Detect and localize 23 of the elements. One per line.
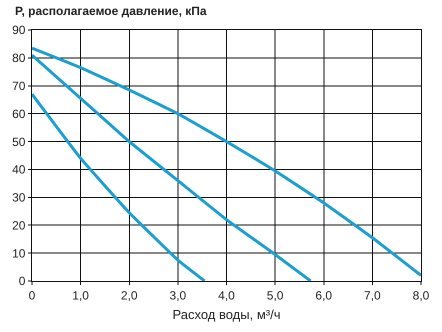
y-tick-label: 20	[12, 218, 26, 232]
y-tick-label: 40	[12, 162, 26, 177]
line-series	[32, 92, 206, 281]
x-tick-label: 3,0	[170, 288, 187, 303]
y-axis-title: P, располагаемое давление, кПа	[15, 4, 207, 18]
y-tick-label: 70	[12, 78, 26, 93]
x-tick-label: 0	[28, 288, 36, 303]
y-tick-label: 50	[12, 134, 26, 149]
x-tick-label: 2,0	[120, 288, 138, 303]
y-tick-label: 10	[12, 246, 26, 260]
y-tick-label: 80	[12, 51, 26, 66]
x-axis-title: Расход воды, м³/ч	[172, 307, 280, 322]
x-tick-label: 7,0	[364, 288, 382, 303]
y-tick-label: 0	[18, 274, 26, 288]
y-tick-label: 60	[12, 106, 26, 121]
x-tick-label: 8,0	[412, 288, 430, 303]
x-tick-label: 6,0	[315, 288, 332, 303]
y-tick-label: 90	[12, 23, 26, 38]
x-tick-label: 5,0	[266, 288, 284, 303]
line-series	[32, 54, 312, 281]
y-tick-label: 30	[12, 190, 26, 205]
x-tick-label: 1,0	[72, 288, 90, 303]
x-tick-label: 4,0	[218, 288, 236, 303]
